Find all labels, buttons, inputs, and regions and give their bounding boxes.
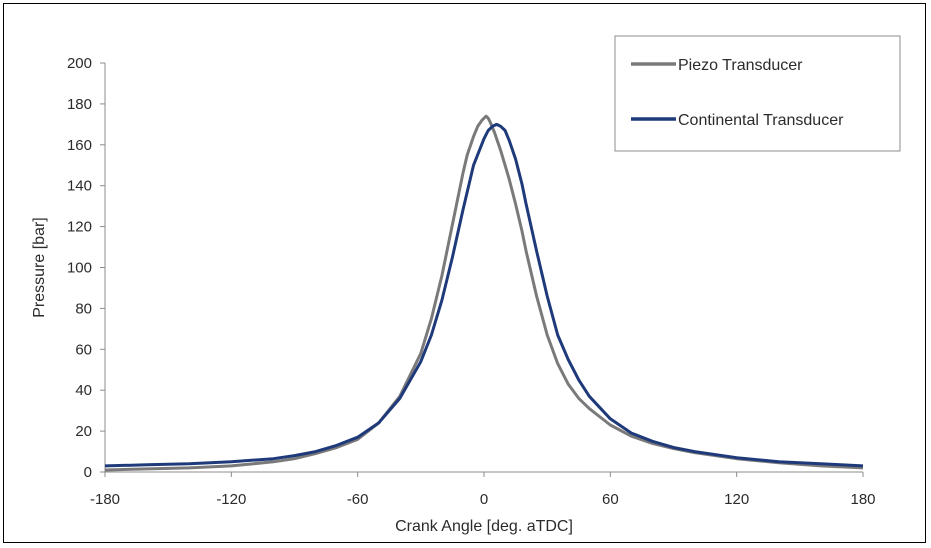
legend: Piezo Transducer Continental Transducer	[614, 35, 901, 152]
x-tick-label: -180	[90, 491, 120, 508]
x-tick-label: 60	[602, 491, 619, 508]
x-tick-label: 0	[480, 491, 488, 508]
x-tick-label: -120	[216, 491, 246, 508]
chart-canvas: -180 -120 -60 0 60 120 180 0 20 40 60 80 100 120 140 1…	[31, 35, 901, 535]
y-tick-label: 120	[67, 219, 92, 236]
y-tick-label: 160	[67, 137, 92, 154]
x-ticks: -180 -120 -60 0 60 120 180	[90, 472, 876, 508]
y-tick-label: 20	[75, 423, 92, 440]
chart-frame: -180 -120 -60 0 60 120 180 0 20 40 60 80 100 120 140 1…	[3, 3, 926, 543]
y-tick-label: 200	[67, 55, 92, 72]
y-tick-label: 180	[67, 96, 92, 113]
y-tick-label: 40	[75, 382, 92, 399]
y-ticks: 0 20 40 60 80 100 120 140 160 180 200	[67, 55, 105, 481]
y-tick-label: 60	[75, 341, 92, 358]
series-lines	[104, 114, 864, 472]
x-tick-label: -60	[347, 491, 369, 508]
series-line-continental	[104, 122, 864, 468]
x-axis-title: Crank Angle [deg. aTDC]	[395, 518, 573, 535]
series-line-piezo	[104, 114, 864, 472]
y-tick-label: 100	[67, 260, 92, 277]
legend-label-continental: Continental Transducer	[678, 112, 844, 129]
x-tick-label: 180	[850, 491, 875, 508]
y-tick-label: 0	[84, 464, 92, 481]
x-tick-label: 120	[724, 491, 749, 508]
legend-box	[614, 35, 901, 152]
y-tick-label: 80	[75, 300, 92, 317]
legend-label-piezo: Piezo Transducer	[678, 57, 803, 74]
y-tick-label: 140	[67, 178, 92, 195]
y-axis-title: Pressure [bar]	[31, 217, 48, 317]
